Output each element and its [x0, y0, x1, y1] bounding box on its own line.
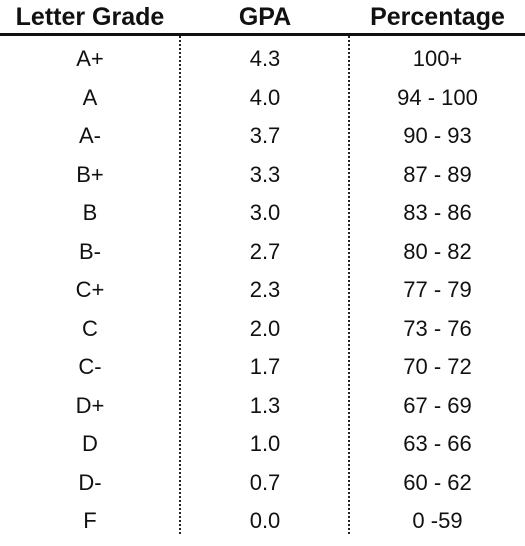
column-divider — [348, 36, 350, 534]
table-row: A- 3.7 90 - 93 — [0, 117, 525, 156]
letter-grade-cell: A — [82, 84, 98, 110]
table-header: Letter Grade GPA Percentage — [0, 0, 525, 36]
header-percentage: Percentage — [370, 3, 505, 31]
table-row: A 4.0 94 - 100 — [0, 79, 525, 118]
percentage-cell: 83 - 86 — [403, 200, 472, 225]
header-gpa: GPA — [238, 3, 292, 31]
letter-grade-cell: A- — [79, 123, 101, 148]
letter-grade-cell: A+ — [76, 46, 104, 71]
percentage-cell: 77 - 79 — [403, 277, 472, 302]
gpa-cell: 2.3 — [249, 277, 281, 302]
table-row: C 2.0 73 - 76 — [0, 310, 525, 349]
table-row: B- 2.7 80 - 82 — [0, 233, 525, 272]
percentage-cell: 60 - 62 — [403, 469, 472, 495]
percentage-cell: 87 - 89 — [403, 161, 472, 187]
letter-grade-cell: D- — [78, 469, 102, 495]
gpa-cell: 4.3 — [249, 46, 281, 71]
letter-grade-cell: C+ — [75, 277, 105, 302]
percentage-cell: 63 - 66 — [403, 431, 472, 456]
gpa-cell: 1.7 — [249, 354, 281, 379]
table-row: C- 1.7 70 - 72 — [0, 348, 525, 387]
letter-grade-cell: D+ — [75, 392, 105, 418]
letter-grade-cell: B+ — [76, 161, 104, 187]
table-row: D- 0.7 60 - 62 — [0, 464, 525, 503]
table-row: B 3.0 83 - 86 — [0, 194, 525, 233]
percentage-cell: 73 - 76 — [403, 315, 472, 341]
gpa-cell: 2.7 — [249, 238, 281, 264]
table-row: F 0.0 0 -59 — [0, 502, 525, 541]
gpa-cell: 0.0 — [249, 508, 281, 533]
letter-grade-cell: D — [82, 431, 98, 456]
letter-grade-cell: B — [82, 200, 98, 225]
percentage-cell: 100+ — [412, 46, 463, 71]
table-row: A+ 4.3 100+ — [0, 40, 525, 79]
letter-grade-cell: C — [82, 315, 98, 341]
letter-grade-cell: C- — [78, 354, 102, 379]
percentage-cell: 80 - 82 — [403, 238, 472, 264]
table-row: D 1.0 63 - 66 — [0, 425, 525, 464]
percentage-cell: 67 - 69 — [403, 392, 472, 418]
gpa-cell: 3.3 — [249, 161, 281, 187]
gpa-cell: 1.3 — [249, 392, 281, 418]
table-row: C+ 2.3 77 - 79 — [0, 271, 525, 310]
gpa-cell: 2.0 — [249, 315, 281, 341]
percentage-cell: 94 - 100 — [397, 84, 478, 110]
percentage-cell: 0 -59 — [412, 508, 463, 533]
gpa-cell: 1.0 — [249, 431, 281, 456]
column-divider — [179, 36, 181, 534]
gpa-cell: 3.0 — [249, 200, 281, 225]
table-body: A+ 4.3 100+ A 4.0 94 - 100 A- 3.7 90 - 93 B+ 3.3 87… — [0, 40, 525, 541]
gpa-cell: 3.7 — [249, 123, 281, 148]
gpa-cell: 4.0 — [249, 84, 281, 110]
header-letter-grade: Letter Grade — [15, 3, 165, 31]
gpa-cell: 0.7 — [249, 469, 281, 495]
table-row: D+ 1.3 67 - 69 — [0, 387, 525, 426]
letter-grade-cell: B- — [79, 238, 101, 264]
percentage-cell: 70 - 72 — [403, 354, 472, 379]
letter-grade-cell: F — [83, 508, 97, 533]
table-row: B+ 3.3 87 - 89 — [0, 156, 525, 195]
percentage-cell: 90 - 93 — [403, 123, 472, 148]
